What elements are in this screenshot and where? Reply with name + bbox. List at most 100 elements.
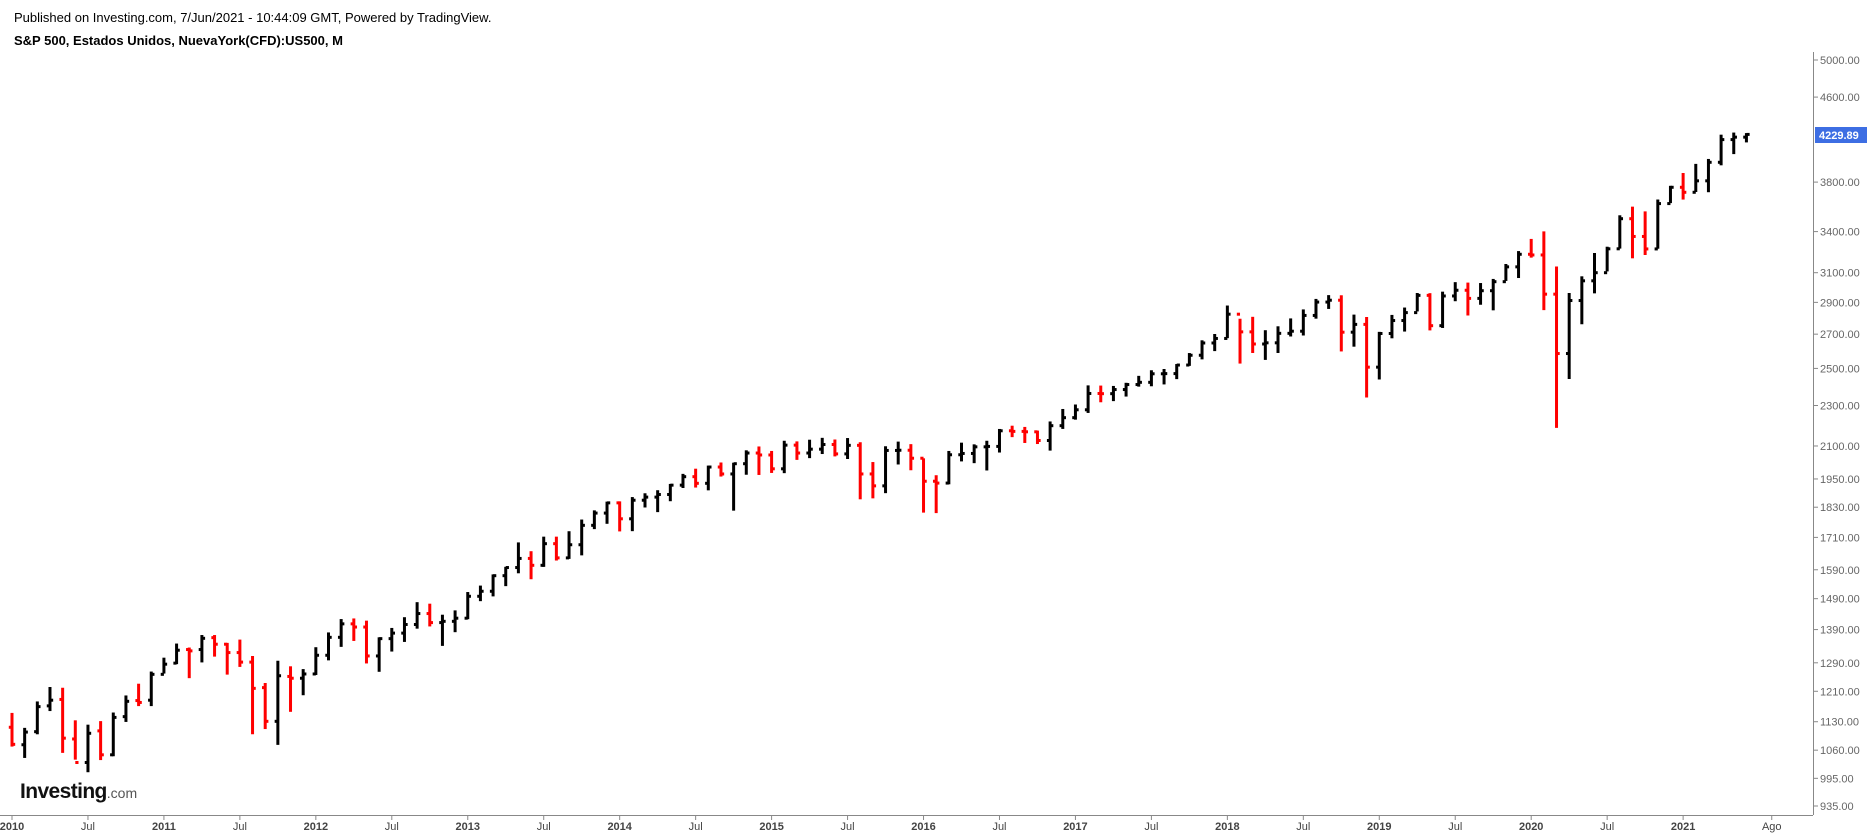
ohlc-bar (451, 610, 459, 633)
ohlc-bar (1046, 421, 1054, 451)
ohlc-bar (173, 643, 180, 665)
time-tick-label: Jul (841, 821, 855, 833)
ohlc-bar (21, 727, 28, 758)
published-info: Published on Investing.com, 7/Jun/2021 -… (14, 10, 492, 25)
ohlc-bar (515, 542, 522, 574)
ohlc-bar (1034, 430, 1041, 445)
price-tick-label: 1830.00 (1820, 502, 1860, 514)
ohlc-bar (1224, 305, 1231, 340)
ohlc-bar (1135, 375, 1142, 387)
ohlc-bar (667, 483, 674, 502)
ohlc-bar (857, 442, 864, 500)
ohlc-bar (1641, 211, 1649, 256)
ohlc-bar (186, 647, 193, 679)
time-tick-label: Jul (537, 821, 551, 833)
ohlc-bar (1705, 158, 1712, 193)
ohlc-bar (84, 724, 92, 773)
ohlc-bar (692, 468, 699, 488)
ohlc-bar (996, 428, 1003, 453)
last-price-badge (1815, 127, 1867, 143)
price-tick-label: 2700.00 (1820, 329, 1860, 341)
time-tick-label: 2021 (1671, 821, 1695, 833)
time-tick-label: 2020 (1519, 821, 1543, 833)
ohlc-bar (1236, 312, 1244, 364)
ohlc-bar (274, 660, 282, 745)
ohlc-bar (59, 687, 66, 753)
ohlc-bar (413, 602, 421, 629)
ohlc-bar (1717, 134, 1725, 166)
ohlc-bar (1490, 278, 1497, 311)
ohlc-bar (1730, 132, 1737, 155)
time-tick-label: Jul (233, 821, 247, 833)
time-tick-label: 2011 (152, 821, 176, 833)
ohlc-bar (1008, 425, 1016, 438)
ohlc-bar (1021, 426, 1028, 443)
time-tick-label: 2016 (911, 821, 935, 833)
ohlc-bar (932, 475, 940, 514)
ohlc-bar (1654, 199, 1661, 251)
ohlc-bar (895, 441, 902, 465)
ohlc-bar (616, 501, 623, 532)
ohlc-bar (350, 618, 358, 641)
price-tick-label: 1710.00 (1820, 532, 1860, 544)
ohlc-bar (464, 592, 471, 620)
ohlc-bars (8, 132, 1750, 773)
ohlc-bar (224, 642, 231, 675)
ohlc-bar (439, 614, 446, 646)
ohlc-bar (641, 493, 649, 508)
time-tick-label: Jul (1600, 821, 1614, 833)
ohlc-bar (705, 465, 712, 491)
ohlc-bar (388, 627, 395, 652)
ohlc-bar (844, 438, 851, 460)
ohlc-bar (401, 617, 408, 642)
ohlc-bar (945, 450, 953, 485)
time-tick-label: Jul (1296, 821, 1310, 833)
ohlc-bar (148, 671, 155, 707)
ohlc-bar (1565, 293, 1573, 379)
ohlc-bar (1464, 282, 1472, 316)
ohlc-bar (1059, 408, 1066, 429)
ohlc-bar (603, 501, 611, 524)
time-tick-label: 2012 (304, 821, 328, 833)
ohlc-bar (236, 639, 244, 667)
ohlc-bar (198, 635, 206, 663)
ohlc-bar (287, 666, 294, 712)
time-tick-label: Jul (992, 821, 1006, 833)
ohlc-bar (907, 444, 915, 471)
ohlc-bar (363, 620, 370, 664)
investing-logo: Investing.com (20, 780, 138, 803)
last-price-label: 4229.89 (1819, 130, 1859, 142)
ohlc-bar (502, 566, 509, 587)
ohlc-bar (1388, 314, 1396, 339)
ohlc-bar (249, 655, 256, 735)
ohlc-bar (1616, 215, 1624, 251)
time-tick-label: 2015 (759, 821, 783, 833)
time-tick-label: Jul (689, 821, 703, 833)
ohlc-bar (1084, 385, 1092, 413)
ohlc-bar (477, 585, 484, 602)
ohlc-bar (1274, 326, 1282, 353)
time-tick-label: 2018 (1215, 821, 1239, 833)
ohlc-bar (1426, 293, 1434, 331)
ohlc-bar (1173, 363, 1180, 380)
ohlc-bar (578, 519, 585, 556)
ohlc-bar (1540, 231, 1548, 311)
price-tick-label: 995.00 (1820, 773, 1854, 785)
time-tick-label: 2019 (1367, 821, 1391, 833)
price-axis: 935.00 995.00 1060.00 1130.00 1210.00 1290.00… (1813, 55, 1860, 813)
ohlc-bar (1072, 404, 1079, 420)
ohlc-bar (1110, 385, 1117, 402)
ohlc-bar (730, 462, 737, 511)
ohlc-bar (1743, 132, 1750, 143)
ohlc-bar (211, 635, 218, 657)
ohlc-bar (1591, 253, 1598, 294)
ohlc-bar (262, 682, 269, 730)
ohlc-bar (768, 450, 775, 473)
ohlc-bar (1603, 246, 1611, 275)
time-tick-label: Jul (1144, 821, 1158, 833)
ohlc-bar (970, 444, 978, 464)
ohlc-bar (375, 637, 383, 672)
ohlc-bar (591, 510, 598, 530)
ohlc-bar (1287, 318, 1294, 337)
